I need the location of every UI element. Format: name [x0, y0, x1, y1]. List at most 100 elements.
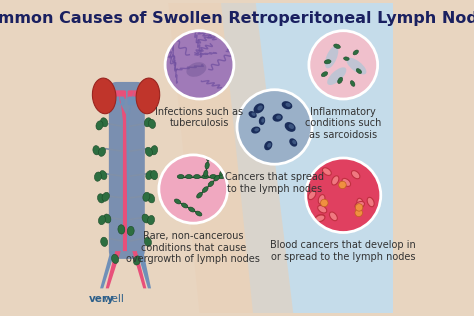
Ellipse shape — [273, 113, 283, 122]
Ellipse shape — [100, 118, 108, 127]
Ellipse shape — [148, 119, 155, 128]
Polygon shape — [100, 251, 115, 289]
Ellipse shape — [143, 192, 150, 201]
Ellipse shape — [325, 46, 338, 68]
Ellipse shape — [186, 62, 206, 77]
Ellipse shape — [251, 126, 260, 134]
Ellipse shape — [329, 212, 337, 221]
Ellipse shape — [201, 175, 209, 179]
Ellipse shape — [350, 81, 355, 86]
Ellipse shape — [144, 118, 152, 127]
Text: Cancers that spread
to the lymph nodes: Cancers that spread to the lymph nodes — [225, 172, 324, 194]
Circle shape — [237, 90, 312, 164]
Ellipse shape — [177, 175, 184, 179]
Ellipse shape — [346, 58, 366, 75]
Polygon shape — [127, 90, 134, 251]
Ellipse shape — [145, 147, 153, 156]
Ellipse shape — [98, 194, 105, 203]
Ellipse shape — [259, 116, 265, 125]
Ellipse shape — [257, 105, 263, 110]
Ellipse shape — [318, 195, 325, 204]
Text: Inflammatory
conditions such
as sarcoidosis: Inflammatory conditions such as sarcoido… — [305, 107, 382, 140]
Ellipse shape — [248, 111, 257, 118]
Ellipse shape — [92, 78, 116, 114]
Ellipse shape — [261, 118, 264, 123]
Ellipse shape — [134, 256, 140, 265]
Circle shape — [339, 181, 346, 189]
Ellipse shape — [367, 197, 374, 207]
Ellipse shape — [342, 179, 351, 186]
Ellipse shape — [151, 170, 158, 180]
Circle shape — [165, 31, 234, 99]
Ellipse shape — [356, 69, 362, 74]
Circle shape — [320, 199, 328, 207]
Polygon shape — [168, 3, 293, 313]
Ellipse shape — [182, 203, 188, 208]
Ellipse shape — [118, 225, 125, 234]
Ellipse shape — [205, 162, 209, 169]
Ellipse shape — [93, 146, 100, 155]
Polygon shape — [221, 3, 393, 313]
Ellipse shape — [327, 67, 346, 85]
Ellipse shape — [204, 170, 208, 177]
Ellipse shape — [219, 170, 225, 175]
Ellipse shape — [99, 216, 106, 225]
Ellipse shape — [267, 143, 271, 148]
Ellipse shape — [255, 128, 259, 131]
Ellipse shape — [196, 211, 202, 216]
Ellipse shape — [145, 237, 152, 246]
Ellipse shape — [334, 44, 340, 48]
Ellipse shape — [100, 171, 107, 179]
FancyBboxPatch shape — [128, 96, 149, 105]
Ellipse shape — [289, 138, 297, 147]
Circle shape — [309, 31, 378, 99]
Ellipse shape — [315, 215, 325, 222]
Polygon shape — [137, 251, 151, 289]
Ellipse shape — [96, 121, 103, 130]
Ellipse shape — [128, 226, 134, 236]
Ellipse shape — [324, 60, 331, 64]
Circle shape — [306, 158, 381, 233]
Text: Infections such as
tuberculosis: Infections such as tuberculosis — [155, 107, 244, 128]
Ellipse shape — [111, 254, 118, 264]
Ellipse shape — [276, 115, 281, 119]
Ellipse shape — [185, 175, 192, 179]
Ellipse shape — [102, 192, 109, 201]
Ellipse shape — [174, 199, 181, 204]
Ellipse shape — [210, 175, 217, 179]
FancyBboxPatch shape — [109, 82, 145, 259]
Ellipse shape — [308, 191, 316, 200]
Circle shape — [355, 209, 363, 216]
FancyBboxPatch shape — [128, 90, 151, 99]
Polygon shape — [118, 90, 128, 251]
Ellipse shape — [292, 140, 296, 144]
Polygon shape — [132, 251, 146, 289]
Ellipse shape — [94, 172, 101, 181]
Ellipse shape — [264, 141, 273, 150]
Ellipse shape — [214, 175, 219, 181]
Ellipse shape — [100, 237, 108, 246]
Ellipse shape — [208, 181, 214, 187]
Ellipse shape — [197, 192, 202, 198]
Ellipse shape — [147, 216, 155, 225]
Ellipse shape — [142, 214, 149, 223]
Ellipse shape — [315, 215, 325, 221]
Ellipse shape — [99, 147, 106, 156]
FancyBboxPatch shape — [104, 96, 125, 105]
Ellipse shape — [357, 198, 364, 208]
Ellipse shape — [254, 103, 264, 113]
Ellipse shape — [332, 176, 339, 185]
Ellipse shape — [202, 187, 208, 192]
Ellipse shape — [282, 101, 292, 109]
Ellipse shape — [321, 72, 328, 76]
FancyBboxPatch shape — [102, 90, 126, 99]
Text: well: well — [103, 294, 124, 304]
Ellipse shape — [337, 77, 343, 83]
Ellipse shape — [344, 57, 349, 60]
Polygon shape — [81, 3, 253, 313]
Text: Blood cancers that develop in
or spread to the lymph nodes: Blood cancers that develop in or spread … — [270, 240, 416, 262]
Ellipse shape — [136, 78, 160, 114]
Text: Rare, non-cancerous
conditions that cause
overgrowth of lymph nodes: Rare, non-cancerous conditions that caus… — [126, 231, 260, 264]
Circle shape — [159, 155, 228, 223]
Ellipse shape — [322, 168, 331, 175]
